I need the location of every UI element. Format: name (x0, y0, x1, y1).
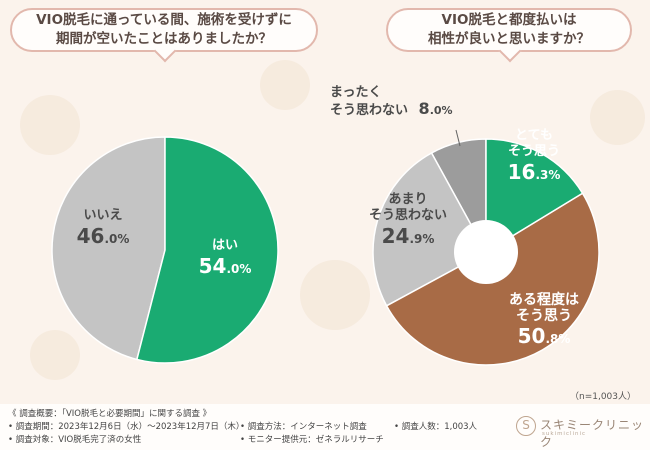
slice-hai (135, 136, 279, 364)
label-hai-decimal: .0% (226, 262, 252, 276)
survey-period: • 調査期間：2023年12月6日（水）～2023年12月7日（木） (8, 422, 245, 432)
question-left-line2: 期間が空いたことはありましたか？ (56, 31, 272, 47)
label-aru-text2: そう思う (516, 308, 572, 324)
label-iie-text: いいえ (83, 208, 123, 223)
survey-method: • 調査方法：インターネット調査 (240, 422, 367, 432)
label-mattaku-text2: そう思わない (330, 103, 409, 118)
slice-iie (51, 136, 166, 361)
footer: 《 調査概要：「VIO脱毛と必要期間」に関する調査 》 • 調査期間：2023年… (0, 404, 650, 450)
logo-sub: sukimiclinic (542, 431, 587, 437)
label-iie: いいえ 46.0% (66, 208, 140, 251)
label-amari-text2: そう思わない (368, 208, 447, 223)
survey-count: • 調査人数：1,003人 (394, 422, 478, 432)
label-amari-value: 24 (381, 224, 410, 248)
logo-name: スキミークリニック (540, 418, 645, 449)
label-amari-decimal: .9% (409, 232, 435, 246)
label-amari-text1: あまり (388, 192, 428, 207)
label-aru-value: 50 (517, 324, 546, 348)
mattaku-leader-line (455, 129, 461, 147)
decor-flower (260, 60, 310, 110)
question-left: VIO脱毛に通っている間、施術を受けずに 期間が空いたことはありましたか？ (10, 8, 318, 63)
label-totemo-text2: そう思う (507, 144, 560, 159)
label-mattaku-text1: まったく (330, 85, 382, 100)
question-right-line1: VIO脱毛と都度払いは (441, 12, 577, 28)
label-mattaku-decimal: .0% (429, 104, 453, 117)
label-totemo: とても そう思う 16.3% (494, 128, 574, 187)
donut-hole (454, 220, 518, 284)
survey-target: • 調査対象：VIO脱毛完了済の女性 (8, 435, 142, 445)
label-iie-decimal: .0% (104, 232, 130, 246)
sample-size: （n=1,003人） (569, 392, 636, 402)
decor-flower (300, 260, 370, 330)
label-mattaku: まったく そう思わない 8.0% (330, 85, 480, 119)
label-hai: はい 54.0% (188, 238, 262, 281)
decor-flower (20, 95, 80, 155)
label-hai-value: 54 (198, 254, 227, 278)
label-mattaku-value: 8 (418, 99, 430, 118)
label-amari: あまり そう思わない 24.9% (358, 192, 458, 251)
slice-totemo (485, 138, 584, 254)
clinic-logo: S スキミークリニック sukimiclinic (516, 414, 646, 449)
label-iie-value: 46 (76, 224, 105, 248)
slice-amari (372, 151, 488, 307)
label-totemo-value: 16 (507, 160, 536, 184)
decor-flower (590, 90, 645, 145)
label-aru-text1: ある程度は (509, 292, 579, 308)
question-right: VIO脱毛と都度払いは 相性が良いと思いますか？ (386, 8, 632, 63)
label-aru: ある程度は そう思う 50.8% (488, 292, 600, 351)
survey-title: 《 調査概要：「VIO脱毛と必要期間」に関する調査 》 (8, 409, 212, 419)
label-hai-text: はい (211, 238, 238, 253)
label-aru-decimal: .8% (545, 332, 571, 346)
survey-monitor: • モニター提供元：ゼネラルリサーチ (240, 435, 384, 445)
logo-mark-icon: S (516, 416, 536, 436)
label-totemo-text1: とても (515, 128, 553, 143)
label-totemo-decimal: .3% (535, 168, 561, 182)
decor-flower (30, 330, 80, 380)
question-left-line1: VIO脱毛に通っている間、施術を受けずに (36, 12, 292, 28)
question-right-line2: 相性が良いと思いますか？ (428, 31, 590, 47)
